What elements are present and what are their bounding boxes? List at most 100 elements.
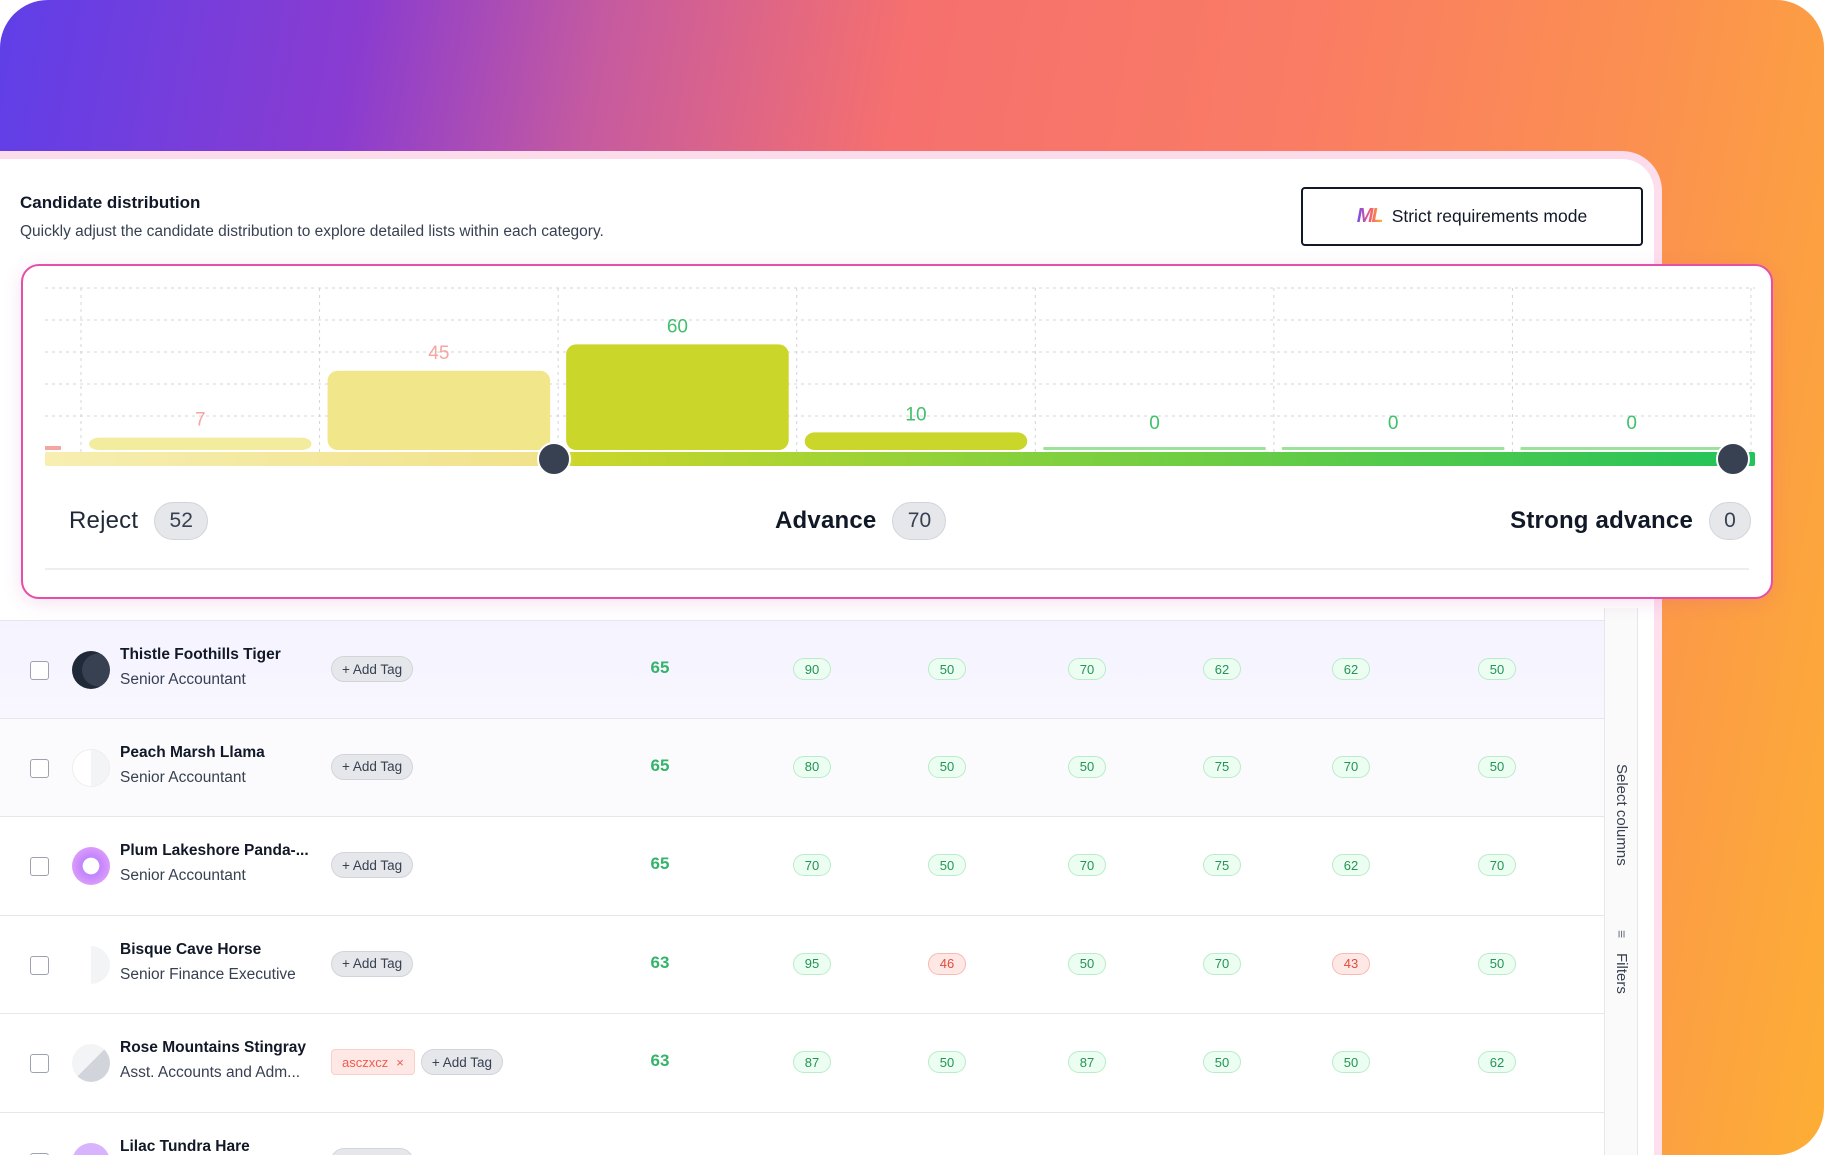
criteria-score-chip: 90 — [793, 658, 831, 680]
criteria-score-chip: 50 — [1068, 952, 1106, 975]
distribution-bar — [1043, 447, 1266, 450]
candidate-role: Senior Accountant — [120, 671, 246, 688]
candidate-name[interactable]: Peach Marsh Llama — [120, 743, 265, 761]
tag-chip[interactable]: asczxcz × — [331, 1049, 415, 1075]
reject-category[interactable]: Reject 52 — [69, 502, 209, 540]
strong-advance-count: 0 — [1709, 502, 1751, 540]
tag-list: + Add Tag — [331, 852, 414, 878]
page-title: Candidate distribution — [20, 193, 201, 212]
advance-label: Advance — [775, 507, 877, 534]
strict-requirements-label: Strict requirements mode — [1391, 206, 1588, 226]
bar-value-label: 45 — [428, 343, 449, 364]
card-divider — [45, 568, 1749, 570]
distribution-bar — [327, 370, 551, 450]
candidate-name[interactable]: Lilac Tundra Hare — [120, 1137, 250, 1155]
candidate-role: Senior Accountant — [120, 768, 246, 786]
strong-advance-label: Strong advance — [1510, 507, 1693, 534]
tag-chip-label: asczxcz — [342, 1054, 389, 1070]
tag-list: asczxcz × + Add Tag — [331, 1049, 504, 1075]
avatar — [72, 748, 110, 787]
distribution-bar — [1281, 447, 1505, 450]
add-tag-button[interactable]: + Add Tag — [331, 950, 414, 977]
criteria-score-chip: 87 — [793, 1051, 831, 1073]
table-row[interactable]: Lilac Tundra Hare + Add Tag — [0, 1113, 1604, 1155]
distribution-bar — [566, 344, 789, 450]
avatar — [72, 651, 110, 689]
candidate-name[interactable]: Rose Mountains Stingray — [120, 1039, 307, 1056]
criteria-score-chip: 50 — [1478, 755, 1516, 778]
bar-value-label: 0 — [1149, 413, 1160, 434]
table-row[interactable]: Thistle Foothills Tiger Senior Accountant… — [0, 620, 1604, 719]
criteria-score-chip: 50 — [928, 755, 966, 778]
table-row[interactable]: Bisque Cave Horse Senior Finance Executiv… — [0, 916, 1604, 1014]
candidate-role: Senior Accountant — [120, 867, 246, 884]
tag-list: + Add Tag — [331, 1147, 414, 1155]
tag-list: + Add Tag — [331, 753, 414, 780]
criteria-score-chip: 50 — [928, 854, 966, 876]
bar-value-label: 60 — [667, 316, 688, 337]
candidate-table: Thistle Foothills Tiger Senior Accountant… — [0, 620, 1604, 1155]
add-tag-button[interactable]: + Add Tag — [331, 656, 414, 682]
page-subtitle: Quickly adjust the candidate distributio… — [20, 223, 604, 240]
criteria-score-chip: 75 — [1203, 755, 1241, 778]
add-tag-button[interactable]: + Add Tag — [331, 753, 414, 780]
row-checkbox[interactable] — [30, 857, 49, 876]
avatar — [72, 1044, 110, 1082]
criteria-score-chip: 50 — [1068, 755, 1106, 778]
candidate-name[interactable]: Bisque Cave Horse — [120, 940, 262, 958]
reject-edge-marker — [45, 446, 61, 450]
criteria-score-chip: 62 — [1203, 658, 1241, 680]
remove-tag-icon[interactable]: × — [396, 1054, 404, 1070]
table-row[interactable]: Rose Mountains Stingray Asst. Accounts an… — [0, 1014, 1604, 1113]
criteria-score-chip: 75 — [1203, 854, 1241, 876]
criteria-score-chip: 80 — [793, 755, 831, 778]
candidate-name[interactable]: Thistle Foothills Tiger — [120, 646, 281, 663]
criteria-score-chip: 46 — [928, 952, 966, 975]
criteria-score-chip: 70 — [1203, 952, 1241, 975]
row-checkbox[interactable] — [30, 1054, 49, 1073]
distribution-bar — [89, 437, 312, 450]
criteria-score-chip: 95 — [793, 952, 831, 975]
overall-score: 63 — [650, 952, 670, 972]
overall-score: 65 — [650, 658, 670, 677]
criteria-score-chip: 62 — [1332, 854, 1370, 876]
add-tag-button[interactable]: + Add Tag — [420, 1049, 504, 1075]
add-tag-button[interactable]: + Add Tag — [331, 852, 414, 878]
add-tag-button[interactable]: + Add Tag — [331, 1147, 414, 1155]
reject-label: Reject — [69, 507, 139, 534]
tag-list: + Add Tag — [331, 950, 414, 977]
criteria-score-chip: 70 — [1068, 854, 1106, 876]
criteria-score-chip: 87 — [1068, 1051, 1106, 1073]
overall-score: 65 — [650, 755, 670, 775]
avatar — [72, 945, 110, 984]
row-checkbox[interactable] — [30, 661, 49, 680]
distribution-chart-card: 7 45 60 10 0 0 0 Reject 52 Advance 70 Strong a… — [21, 264, 1773, 599]
row-checkbox[interactable] — [30, 955, 49, 975]
advance-category[interactable]: Advance 70 — [775, 502, 947, 540]
criteria-score-chip: 70 — [793, 854, 831, 876]
bar-value-label: 0 — [1626, 413, 1637, 434]
criteria-score-chip: 62 — [1478, 1051, 1516, 1073]
table-sidebar: Select columns ≡ Filters — [1604, 608, 1638, 1155]
candidate-name[interactable]: Plum Lakeshore Panda-... — [120, 842, 309, 859]
overall-score: 65 — [650, 854, 670, 873]
row-checkbox[interactable] — [30, 1152, 49, 1155]
table-row[interactable]: Peach Marsh Llama Senior Accountant + Add … — [0, 718, 1604, 817]
select-columns-button[interactable]: Select columns — [1613, 764, 1630, 866]
criteria-score-chip: 43 — [1332, 952, 1370, 975]
reject-advance-handle — [537, 442, 571, 476]
criteria-score-chip: 70 — [1332, 755, 1370, 778]
row-checkbox[interactable] — [30, 758, 49, 778]
criteria-score-chip: 50 — [1332, 1051, 1370, 1073]
filters-button[interactable]: Filters — [1613, 953, 1630, 994]
strong-advance-category[interactable]: Strong advance 0 — [1510, 502, 1751, 540]
criteria-score-chip: 50 — [1203, 1051, 1241, 1073]
table-row[interactable]: Plum Lakeshore Panda-... Senior Accountan… — [0, 817, 1604, 916]
criteria-score-chip: 50 — [928, 1051, 966, 1073]
distribution-bar — [1520, 447, 1743, 450]
advance-strong-handle — [1716, 442, 1750, 476]
criteria-score-chip: 70 — [1478, 854, 1516, 876]
strict-requirements-button[interactable]: ML Strict requirements mode — [1301, 187, 1643, 246]
bar-value-label: 7 — [195, 410, 206, 431]
bar-value-label: 0 — [1388, 413, 1399, 434]
